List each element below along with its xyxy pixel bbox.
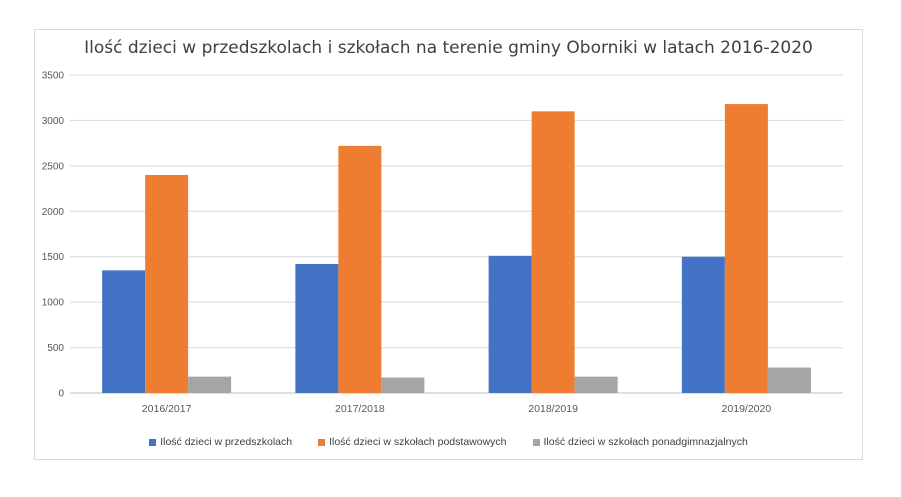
chart-plot: 0 500 1000 1500 2000 2500 3000 3500 2016/2017 201… [42, 71, 843, 415]
y-tick-label: 500 [47, 343, 64, 354]
legend-item: Ilość dzieci w szkołach podstawowych [318, 436, 507, 448]
bar [724, 104, 768, 394]
y-tick-label: 1500 [42, 252, 65, 263]
bar [102, 270, 146, 393]
legend-item: Ilość dzieci w szkołach ponadgimnazjalny… [532, 436, 748, 448]
bar [488, 255, 532, 393]
y-tick-label: 2500 [42, 161, 65, 172]
bar [188, 376, 232, 393]
bar [531, 111, 575, 393]
bar [767, 367, 811, 393]
y-tick-label: 1000 [42, 298, 65, 309]
legend-label: Ilość dzieci w przedszkolach [160, 436, 293, 448]
legend-label: Ilość dzieci w szkołach ponadgimnazjalny… [543, 436, 748, 448]
legend-swatch [149, 438, 157, 446]
x-tick-label: 2016/2017 [142, 403, 192, 415]
x-tick-label: 2019/2020 [722, 403, 772, 415]
y-tick-label: 3500 [42, 71, 65, 82]
bar [338, 145, 382, 393]
bar [295, 263, 339, 393]
x-tick-label: 2018/2019 [528, 403, 578, 415]
bar [381, 377, 425, 393]
chart-legend: Ilość dzieci w przedszkolach Ilość dzieci… [35, 436, 862, 448]
legend-item: Ilość dzieci w przedszkolach [149, 436, 292, 448]
chart-frame: Ilość dzieci w przedszkolach i szkołach … [34, 29, 863, 460]
x-tick-label: 2017/2018 [335, 403, 385, 415]
bar [681, 256, 725, 393]
chart-title: Ilość dzieci w przedszkolach i szkołach … [84, 38, 813, 58]
legend-label: Ilość dzieci w szkołach podstawowych [329, 436, 507, 448]
legend-swatch [318, 438, 326, 446]
legend-swatch [532, 438, 540, 446]
y-tick-label: 3000 [42, 116, 65, 127]
y-tick-label: 0 [58, 389, 64, 400]
y-tick-label: 2000 [42, 207, 65, 218]
bar [574, 376, 618, 393]
bar [145, 174, 189, 393]
